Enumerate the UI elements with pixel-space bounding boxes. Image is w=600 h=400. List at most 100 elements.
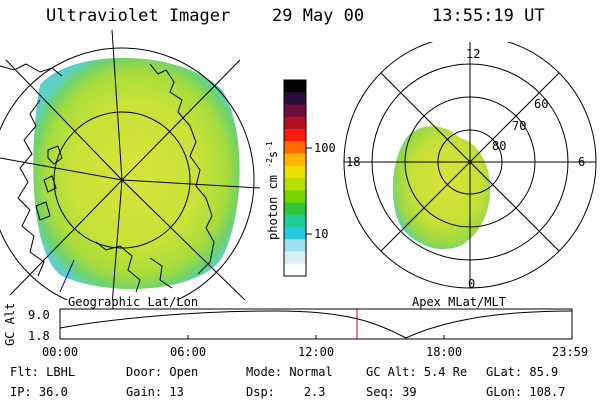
info-flt-label: Flt: xyxy=(10,365,39,379)
info-glat: GLat: 85.9 xyxy=(486,366,558,378)
magnetic-label: Apex MLat/MLT xyxy=(412,295,506,309)
info-gain-value: 13 xyxy=(169,385,184,399)
colorbar-cell xyxy=(284,92,306,106)
info-glon-value: 108.7 xyxy=(529,385,566,399)
header-date: 29 May 00 xyxy=(272,6,365,26)
aurora-image-magnetic xyxy=(392,126,491,250)
info-flt-value: LBHL xyxy=(46,365,76,379)
colorbar-unit-s: s xyxy=(266,150,280,159)
colorbar-cell xyxy=(284,214,306,228)
magnetic-polar-plot xyxy=(343,42,597,289)
meridian-line xyxy=(5,59,123,181)
colorbar-cell xyxy=(284,153,306,167)
meridian-line xyxy=(111,30,123,181)
colorbar-cell xyxy=(284,116,306,130)
info-gcalt-value: 5.4 Re xyxy=(423,365,468,379)
header-time: 13:55:19 UT xyxy=(432,6,545,26)
info-door: Door: Open xyxy=(126,366,198,378)
geographic-label: Geographic Lat/Lon xyxy=(68,295,199,309)
coastline xyxy=(95,241,173,293)
info-ip-label: IP: xyxy=(10,385,32,399)
meridian-line xyxy=(0,157,123,181)
meridian-line xyxy=(121,179,246,300)
colorbar-unit: photon cm -2s-1 xyxy=(265,141,280,240)
info-glat-value: 85.9 xyxy=(529,365,559,379)
mlat-label-70: 70 xyxy=(512,119,527,133)
info-dsp-value: 2.3 xyxy=(303,385,326,399)
time-tick-1200: 12:00 xyxy=(298,345,335,359)
time-tick-1800: 18:00 xyxy=(426,345,463,359)
time-tick-0000: 00:00 xyxy=(42,345,79,359)
colorbar-cell xyxy=(284,165,306,179)
colorbar-tick-100: 100 xyxy=(314,141,336,155)
time-tick-0600: 06:00 xyxy=(170,345,207,359)
aurora-image-geographic xyxy=(33,57,240,289)
info-seq-label: Seq: xyxy=(366,385,395,399)
colorbar-cell xyxy=(284,190,306,204)
colorbar-unit-exp2: -1 xyxy=(265,141,274,151)
info-ip: IP: 36.0 xyxy=(10,386,68,398)
meridian-line xyxy=(121,179,260,189)
info-mode-label: Mode: xyxy=(246,365,283,379)
polar-diagonal xyxy=(380,72,560,252)
coastline xyxy=(17,99,45,277)
mlt-label-18: 18 xyxy=(346,155,361,169)
meridian-line xyxy=(9,179,123,296)
colorbar-tick-10: 10 xyxy=(314,227,329,241)
colorbar-cell xyxy=(284,104,306,118)
mlt-label-6: 6 xyxy=(578,155,586,169)
info-seq: Seq: 39 xyxy=(366,386,417,398)
altitude-curve xyxy=(59,310,573,339)
info-mode-value: Normal xyxy=(289,365,333,379)
mlat-label-60: 60 xyxy=(534,97,549,111)
colorbar-cell xyxy=(284,263,306,277)
coastline xyxy=(0,63,63,77)
colorbar-cell xyxy=(284,239,306,253)
coastline xyxy=(59,259,75,293)
info-flt: Flt: LBHL xyxy=(10,366,75,378)
mlt-label-12: 12 xyxy=(466,47,481,61)
info-gcalt-label: GC Alt: xyxy=(366,365,417,379)
colorbar-unit-label: photon cm xyxy=(266,174,280,240)
colorbar-cell xyxy=(284,141,306,155)
meridian-line xyxy=(121,59,241,181)
colorbar-cell xyxy=(284,80,306,93)
mlat-label-80: 80 xyxy=(492,139,507,153)
colorbar-cell xyxy=(284,129,306,142)
info-dsp: Dsp: 2.3 xyxy=(246,386,326,398)
info-dsp-label: Dsp: xyxy=(246,385,275,399)
altitude-ylabel: GC Alt xyxy=(3,302,17,346)
info-door-value: Open xyxy=(169,365,199,379)
altitude-plot xyxy=(59,308,573,340)
altitude-ymax: 9.0 xyxy=(28,308,50,322)
info-glon-label: GLon: xyxy=(486,385,523,399)
colorbar-cell xyxy=(284,251,306,265)
info-door-label: Door: xyxy=(126,365,163,379)
meridian-line xyxy=(111,179,123,300)
mlt-label-0: 0 xyxy=(468,277,476,291)
colorbar-cell xyxy=(284,178,306,191)
coastline xyxy=(35,145,63,221)
altitude-frame xyxy=(59,308,573,340)
coastline xyxy=(149,63,215,275)
info-gain: Gain: 13 xyxy=(126,386,184,398)
altitude-ymin: 1.8 xyxy=(28,329,50,343)
lat-circle-outer xyxy=(0,47,255,300)
colorbar-unit-exp: -2 xyxy=(265,158,274,168)
colorbar-gradient xyxy=(284,80,306,277)
info-mode: Mode: Normal xyxy=(246,366,333,378)
geographic-map xyxy=(0,30,260,300)
info-gcalt: GC Alt: 5.4 Re xyxy=(366,366,467,378)
info-ip-value: 36.0 xyxy=(38,385,68,399)
colorbar-cell xyxy=(284,227,306,240)
info-glat-label: GLat: xyxy=(486,365,523,379)
colorbar-cell xyxy=(284,202,306,216)
header-title: Ultraviolet Imager xyxy=(46,6,231,26)
info-glon: GLon: 108.7 xyxy=(486,386,565,398)
colorbar-frame xyxy=(283,79,307,277)
time-tick-2359: 23:59 xyxy=(552,345,589,359)
info-gain-label: Gain: xyxy=(126,385,163,399)
colorbar xyxy=(283,79,312,277)
info-seq-value: 39 xyxy=(402,385,417,399)
